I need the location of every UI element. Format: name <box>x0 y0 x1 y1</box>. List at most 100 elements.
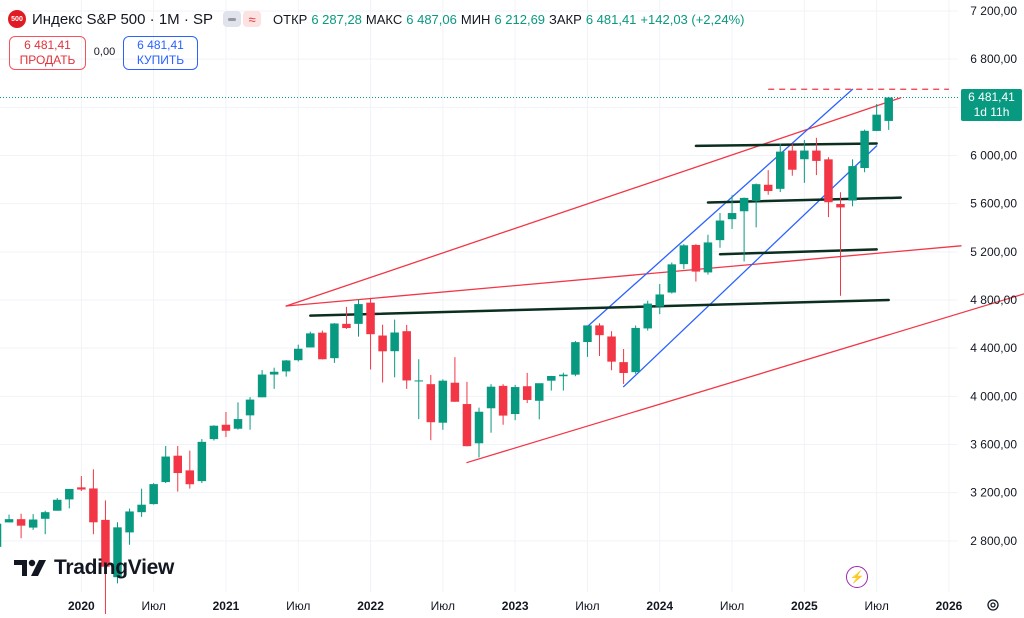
candle-body <box>378 335 387 352</box>
candle <box>125 508 134 545</box>
candle <box>414 359 423 420</box>
candle <box>330 323 339 363</box>
candle-body <box>65 488 74 500</box>
candle-body <box>474 411 484 444</box>
candle-body <box>776 151 785 189</box>
candle-body <box>727 213 737 220</box>
y-tick-label: 3 200,00 <box>970 486 1017 500</box>
open-label: ОТКР <box>273 11 308 27</box>
tradingview-icon <box>14 559 46 576</box>
candle-body <box>149 484 158 505</box>
candle-body <box>884 97 893 121</box>
sell-price: 6 481,41 <box>24 38 71 52</box>
candle <box>450 357 460 402</box>
candle <box>836 192 845 296</box>
candle-body <box>848 166 857 201</box>
candle <box>631 325 640 374</box>
red-trend-line <box>285 97 902 307</box>
symbol-title[interactable]: Индекс S&P 500 · 1M · SP <box>32 10 214 28</box>
candle-body <box>113 527 122 578</box>
candle <box>510 384 520 421</box>
candle-body <box>522 386 532 400</box>
sell-button[interactable]: 6 481,41 ПРОДАТЬ <box>9 36 86 70</box>
buy-button[interactable]: 6 481,41 КУПИТЬ <box>123 36 198 70</box>
candle <box>751 183 761 228</box>
x-tick-label: Июл <box>864 599 888 613</box>
candle <box>559 372 568 391</box>
candle-body <box>354 304 363 324</box>
candle-body <box>233 419 243 429</box>
candle <box>788 143 797 176</box>
spread-value: 0,00 <box>93 46 116 58</box>
candle-body <box>390 332 399 352</box>
candle <box>366 297 375 370</box>
last-price-tag: 6 481,41 1d 11h <box>961 89 1022 121</box>
wave-icon[interactable]: ≈ <box>243 11 262 27</box>
candle-body <box>40 512 50 519</box>
close-label: ЗАКР <box>549 11 582 27</box>
candle <box>149 483 158 505</box>
candle-body <box>366 302 375 335</box>
candle-body <box>751 184 761 201</box>
candle <box>848 159 857 207</box>
display-toggle[interactable]: ≈ <box>223 11 262 27</box>
x-tick-label: Июл <box>431 599 455 613</box>
candle-body <box>812 150 821 161</box>
candle-body <box>306 333 315 348</box>
candle <box>884 96 893 130</box>
candle <box>281 359 291 377</box>
candle-body <box>860 130 869 169</box>
candle <box>486 384 496 433</box>
candle <box>438 379 448 430</box>
candle <box>583 325 592 357</box>
candle-body <box>438 380 448 423</box>
candle-body <box>245 399 255 416</box>
x-tick-label: 2021 <box>213 599 240 613</box>
candle <box>53 498 62 511</box>
candle-body <box>559 374 568 377</box>
x-tick-label: Июл <box>141 599 165 613</box>
candle-body <box>402 331 411 381</box>
candle-body <box>643 303 652 329</box>
candle <box>571 340 580 377</box>
candle-body <box>450 382 460 402</box>
red-trend-line <box>285 245 962 307</box>
candle-body <box>101 519 110 567</box>
high-value: 6 487,06 <box>406 11 457 27</box>
candle <box>113 522 122 584</box>
candle-body <box>583 325 592 343</box>
candle <box>257 370 267 398</box>
candle <box>498 384 508 425</box>
candle <box>0 523 2 547</box>
candle-body <box>4 519 14 523</box>
y-tick-label: 6 000,00 <box>970 149 1017 163</box>
minus-icon[interactable] <box>223 11 242 27</box>
buy-label: КУПИТЬ <box>136 53 185 67</box>
candle-body <box>185 470 195 485</box>
candle <box>763 170 773 195</box>
candle <box>209 425 219 441</box>
settings-icon[interactable] <box>986 598 1000 612</box>
candle <box>221 411 231 438</box>
candle-body <box>547 375 556 381</box>
candle-body <box>281 360 291 372</box>
candle <box>197 439 207 484</box>
candle-body <box>535 383 544 401</box>
red-trend-line <box>466 293 1024 464</box>
candle <box>390 319 399 378</box>
candle-body <box>498 385 508 416</box>
y-tick-label: 6 800,00 <box>970 52 1017 66</box>
candle-body <box>739 197 749 212</box>
lightning-icon[interactable]: ⚡ <box>846 566 868 588</box>
candle <box>655 284 664 315</box>
candle-body <box>89 488 98 523</box>
y-tick-label: 4 400,00 <box>970 341 1017 355</box>
low-label: МИН <box>460 11 491 27</box>
candle <box>462 381 472 447</box>
tradingview-logo[interactable]: TradingView <box>14 556 174 580</box>
x-tick-label: 2026 <box>936 599 963 613</box>
blue-trend-line <box>586 88 854 328</box>
symbol-logo: 500 <box>8 10 26 28</box>
y-tick-label: 7 200,00 <box>970 4 1017 18</box>
